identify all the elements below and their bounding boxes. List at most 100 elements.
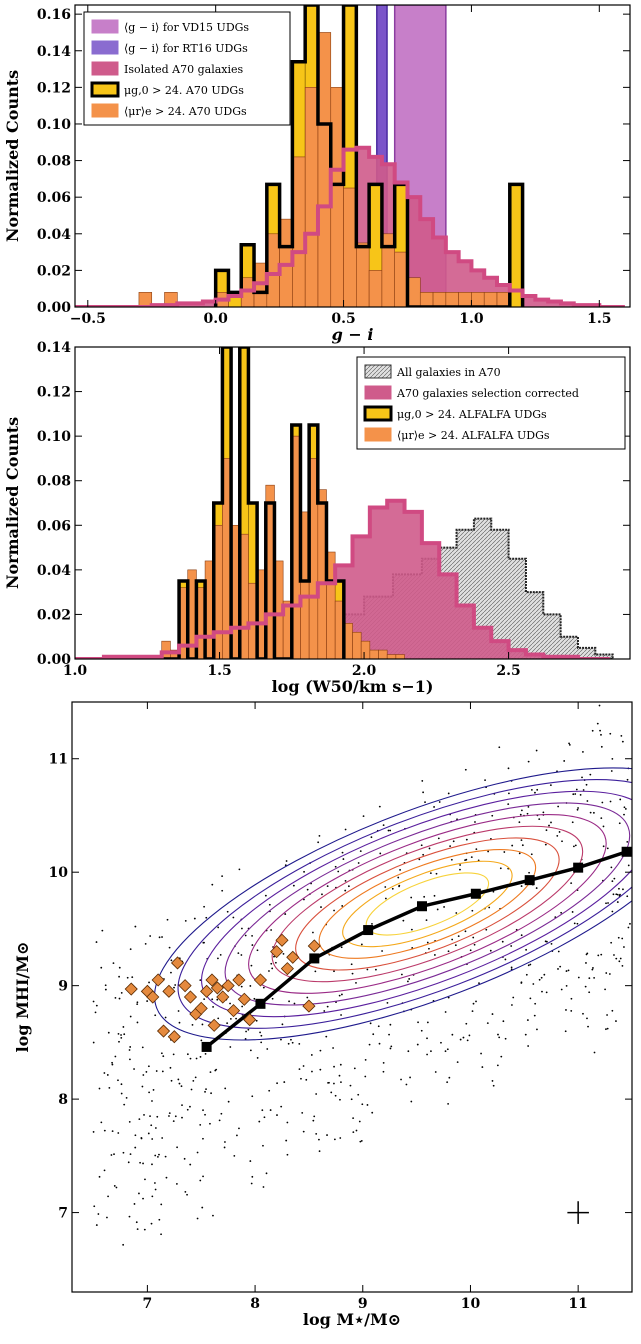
cloud-point — [500, 1055, 503, 1058]
cloud-point — [161, 936, 163, 938]
cloud-point — [118, 966, 121, 969]
cloud-point — [372, 1033, 375, 1036]
y-tick-label: 0.10 — [37, 429, 71, 445]
cloud-point — [350, 1098, 353, 1101]
cloud-point — [122, 1243, 125, 1246]
orange-bar — [407, 277, 421, 307]
cloud-point — [601, 801, 604, 804]
cloud-point — [165, 1176, 168, 1179]
cloud-point — [459, 1038, 462, 1041]
cloud-point — [382, 1070, 385, 1073]
cloud-point — [154, 1154, 157, 1157]
legend-top: ⟨g − i⟩ for VD15 UDGs ⟨g − i⟩ for RT16 UD… — [83, 11, 291, 126]
legend-label: μg,0 > 24. A70 UDGs — [124, 84, 244, 97]
x-tick-label: 0.0 — [203, 311, 228, 327]
cloud-point — [341, 905, 344, 907]
cloud-point — [465, 838, 468, 841]
cloud-point — [158, 936, 161, 939]
cloud-point — [613, 954, 615, 956]
cloud-point — [437, 837, 440, 840]
cloud-point — [147, 1132, 150, 1135]
cloud-point — [201, 1023, 204, 1026]
cloud-point — [276, 1114, 278, 1116]
cloud-point — [301, 1111, 304, 1114]
median-marker — [524, 875, 535, 886]
udg-marker — [232, 973, 246, 987]
orange-bar — [386, 654, 397, 659]
cloud-point — [521, 844, 524, 847]
orange-bar — [496, 292, 511, 307]
cloud-point — [226, 910, 229, 913]
cloud-point — [545, 829, 548, 832]
axes-frame — [71, 701, 633, 1293]
y-tick-label: 0.16 — [37, 7, 71, 23]
cloud-point — [201, 1206, 204, 1209]
cloud-point — [586, 800, 589, 802]
cloud-point — [312, 931, 314, 934]
cloud-point — [214, 1069, 217, 1072]
cloud-point — [181, 1116, 183, 1119]
cloud-point — [211, 998, 214, 1001]
cloud-point — [100, 1121, 103, 1124]
cloud-point — [118, 997, 121, 1000]
cloud-point — [261, 1109, 264, 1112]
cloud-point — [293, 1002, 296, 1005]
udg-marker — [151, 973, 165, 987]
cloud-point — [605, 972, 608, 974]
cloud-point — [559, 965, 562, 968]
contour-line — [248, 814, 607, 994]
cloud-point — [422, 791, 425, 794]
cloud-point — [143, 1114, 145, 1116]
cloud-point — [550, 942, 553, 945]
cloud-point — [616, 893, 619, 896]
cloud-point — [118, 975, 120, 978]
cloud-point — [447, 996, 450, 999]
cloud-point — [570, 882, 573, 884]
legend-label: All galaxies in A70 — [396, 366, 501, 379]
cloud-point — [170, 959, 173, 962]
cloud-point — [529, 963, 532, 966]
cloud-point — [314, 970, 317, 973]
cloud-point — [318, 1138, 320, 1141]
cloud-point — [389, 1023, 392, 1026]
cloud-point — [334, 865, 337, 868]
cloud-point — [391, 887, 394, 890]
cloud-point — [194, 1076, 197, 1079]
cloud-point — [535, 749, 538, 752]
cloud-point — [276, 1082, 278, 1085]
cloud-point — [120, 1034, 122, 1036]
cloud-point — [164, 1155, 167, 1158]
cloud-point — [129, 1058, 131, 1061]
cloud-point — [574, 793, 577, 795]
cloud-point — [526, 1019, 529, 1021]
cloud-point — [218, 1119, 221, 1122]
cloud-point — [626, 840, 629, 843]
cloud-point — [447, 950, 450, 953]
cloud-point — [209, 1122, 211, 1125]
contour-line — [342, 860, 513, 948]
cloud-point — [605, 902, 607, 905]
cloud-point — [256, 949, 259, 952]
cloud-point — [235, 1017, 237, 1020]
y-tick-label: 11 — [49, 752, 68, 768]
cloud-point — [550, 821, 552, 824]
cloud-point — [134, 1134, 137, 1137]
cloud-point — [154, 1014, 157, 1017]
cloud-point — [438, 801, 441, 803]
cloud-point — [333, 1138, 336, 1141]
cloud-point — [241, 1005, 244, 1008]
cloud-point — [360, 1139, 363, 1142]
cloud-point — [178, 1021, 181, 1024]
cloud-point — [589, 773, 592, 776]
cloud-point — [98, 1087, 101, 1090]
cloud-point — [398, 884, 401, 887]
udg-marker — [302, 999, 316, 1013]
y-tick-label: 7 — [58, 1206, 68, 1222]
cloud-point — [349, 1084, 352, 1087]
y-tick-label: 10 — [49, 865, 69, 881]
cloud-point — [172, 1053, 175, 1056]
cloud-point — [203, 905, 206, 908]
cloud-point — [527, 805, 530, 808]
cloud-point — [191, 1023, 194, 1026]
